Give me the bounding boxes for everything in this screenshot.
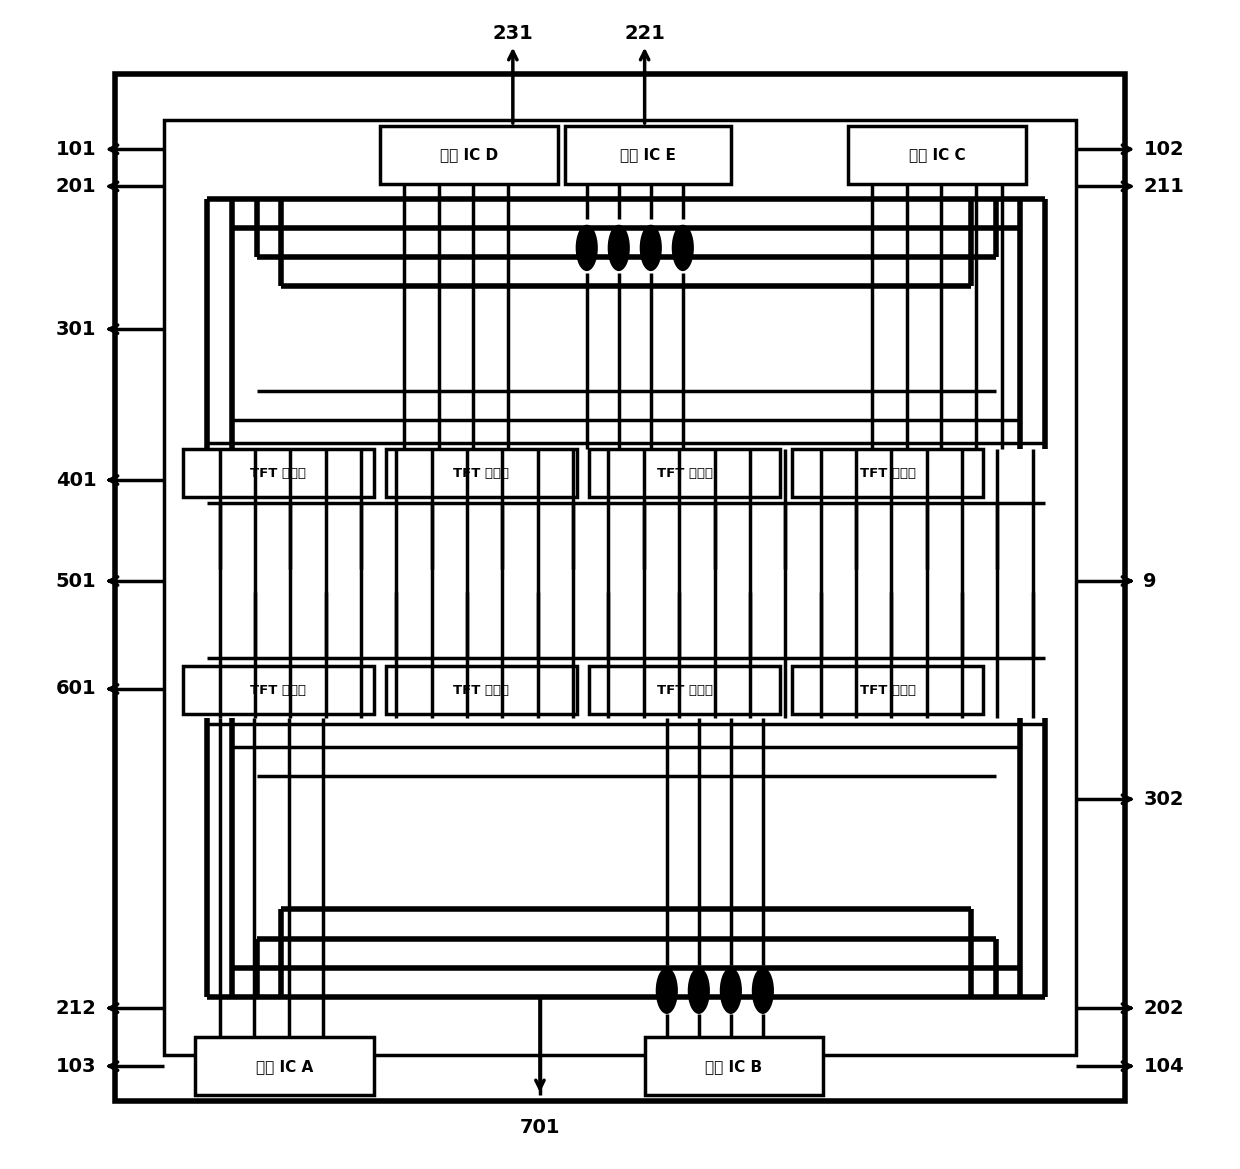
- Text: 211: 211: [1143, 177, 1184, 196]
- Text: 231: 231: [492, 23, 533, 43]
- Text: 驱动 IC C: 驱动 IC C: [909, 147, 966, 162]
- Ellipse shape: [751, 968, 774, 1014]
- Bar: [182, 498, 1058, 664]
- Text: 202: 202: [1143, 998, 1184, 1018]
- Bar: [564, 126, 730, 184]
- Ellipse shape: [656, 968, 678, 1014]
- Bar: [645, 1037, 823, 1095]
- Bar: [848, 126, 1027, 184]
- Bar: [115, 74, 1125, 1101]
- Bar: [164, 120, 1076, 1054]
- Text: TFT 阵列八: TFT 阵列八: [250, 466, 306, 479]
- Ellipse shape: [719, 968, 742, 1014]
- Text: 401: 401: [56, 471, 97, 490]
- Ellipse shape: [688, 968, 711, 1014]
- Bar: [182, 199, 1058, 449]
- Text: TFT 阵列四: TFT 阵列四: [859, 684, 916, 697]
- Bar: [589, 666, 780, 714]
- Text: 701: 701: [520, 1119, 560, 1137]
- Text: TFT 阵列二: TFT 阵列二: [454, 684, 510, 697]
- Text: 101: 101: [56, 140, 97, 159]
- Ellipse shape: [640, 224, 662, 271]
- Text: 104: 104: [1143, 1057, 1184, 1075]
- Text: 驱动 IC E: 驱动 IC E: [620, 147, 676, 162]
- Ellipse shape: [672, 224, 694, 271]
- Ellipse shape: [575, 224, 598, 271]
- Text: 301: 301: [56, 319, 97, 339]
- Text: TFT 阵列七: TFT 阵列七: [454, 466, 510, 479]
- Bar: [589, 449, 780, 498]
- Text: 103: 103: [56, 1057, 97, 1075]
- Bar: [182, 666, 373, 714]
- Bar: [792, 666, 983, 714]
- Ellipse shape: [608, 224, 630, 271]
- Text: TFT 阵列一: TFT 阵列一: [250, 684, 306, 697]
- Bar: [182, 718, 1058, 996]
- Text: 601: 601: [56, 679, 97, 698]
- Text: 302: 302: [1143, 790, 1184, 809]
- Text: 驱动 IC D: 驱动 IC D: [440, 147, 498, 162]
- Bar: [182, 449, 373, 498]
- Text: 501: 501: [56, 572, 97, 590]
- Bar: [386, 666, 577, 714]
- Text: 221: 221: [624, 23, 665, 43]
- Text: TFT 阵列六: TFT 阵列六: [657, 466, 713, 479]
- Text: 驱动 IC B: 驱动 IC B: [706, 1059, 763, 1073]
- Text: 102: 102: [1143, 140, 1184, 159]
- Bar: [379, 126, 558, 184]
- Bar: [195, 1037, 373, 1095]
- Text: 212: 212: [56, 998, 97, 1018]
- Text: 驱动 IC A: 驱动 IC A: [255, 1059, 312, 1073]
- Text: TFT 阵列三: TFT 阵列三: [657, 684, 713, 697]
- Bar: [792, 449, 983, 498]
- Text: TFT 阵列五: TFT 阵列五: [859, 466, 916, 479]
- Text: 9: 9: [1143, 572, 1157, 590]
- Text: 201: 201: [56, 177, 97, 196]
- Bar: [386, 449, 577, 498]
